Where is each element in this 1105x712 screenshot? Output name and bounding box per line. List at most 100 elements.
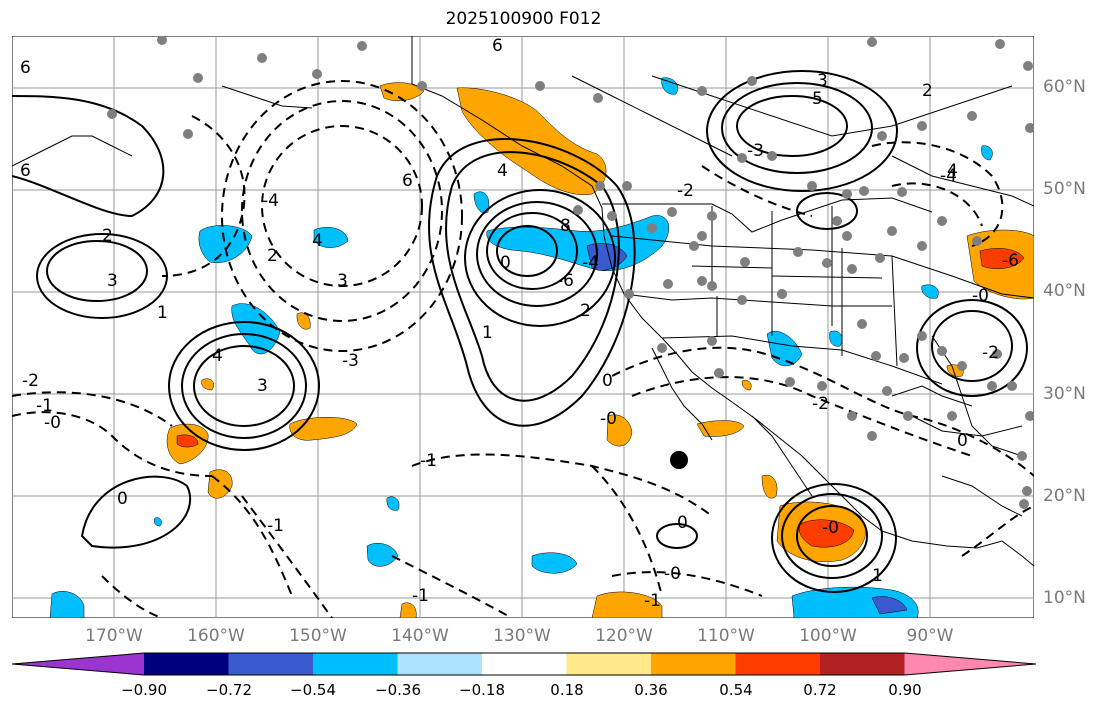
- station-dot: [257, 53, 267, 63]
- station-dot: [992, 349, 1002, 359]
- station-dot: [647, 223, 657, 233]
- station-dot: [740, 257, 750, 267]
- station-dot: [871, 351, 881, 361]
- contour-label: 4: [312, 231, 323, 251]
- lat-label: 20°N: [1043, 486, 1086, 506]
- station-dot: [897, 187, 907, 197]
- contour-label: 1: [482, 323, 493, 343]
- colorbar-tick-label: 0.36: [634, 681, 668, 699]
- colorbar-tick-label: −0.18: [459, 681, 505, 699]
- contour-label: 0: [677, 513, 688, 533]
- station-dot: [689, 241, 699, 251]
- colorbar-outline: [11, 652, 1037, 676]
- contour-label: 1: [157, 303, 168, 323]
- station-dot: [842, 231, 852, 241]
- colorbar-tick-label: −0.54: [290, 681, 336, 699]
- colorbar-segment: [313, 653, 398, 675]
- station-dot: [573, 205, 583, 215]
- lon-label: 160°W: [187, 626, 245, 646]
- station-dot: [737, 153, 747, 163]
- lat-label: 50°N: [1043, 179, 1086, 199]
- station-dot: [1025, 411, 1034, 421]
- station-dot: [714, 368, 724, 378]
- station-dot: [857, 319, 867, 329]
- colorbar-tick-label: 0.54: [719, 681, 753, 699]
- station-dot: [667, 207, 677, 217]
- map-panel: 6 6 6 6 3 3 3 3 4 4 4 4 2 2 2 2 1 1 1 0 …: [12, 36, 1034, 618]
- contour-label: -1: [36, 396, 53, 416]
- station-dot: [847, 411, 857, 421]
- colorbar-tick-label: 0.18: [550, 681, 584, 699]
- colorbar-segment: [228, 653, 314, 675]
- station-dot: [663, 279, 673, 289]
- contour-label: -1: [267, 516, 284, 536]
- contour-label: -0: [44, 413, 61, 433]
- contour-label: -4: [582, 253, 599, 273]
- contour-label: -0: [600, 409, 617, 429]
- station-dot: [767, 151, 777, 161]
- lon-label: 150°W: [289, 626, 347, 646]
- colorbar-tick-label: −0.90: [121, 681, 167, 699]
- station-dot: [1022, 486, 1032, 496]
- station-dot: [535, 81, 545, 91]
- contour-label: 2: [267, 246, 278, 266]
- lon-label: 120°W: [595, 626, 653, 646]
- contour-label: 2: [102, 226, 113, 246]
- contour-label: 0: [117, 489, 128, 509]
- station-markers: [107, 36, 1034, 509]
- station-dot: [607, 211, 617, 221]
- station-dot: [842, 189, 852, 199]
- station-dot: [882, 386, 892, 396]
- contour-label: 6: [402, 171, 413, 191]
- analysis-point-marker: [670, 451, 688, 469]
- colorbar-segment: [482, 653, 567, 675]
- station-dot: [747, 76, 757, 86]
- contour-label: 6: [20, 58, 31, 78]
- contour-label: -6: [557, 271, 574, 291]
- station-dot: [822, 258, 832, 268]
- lon-label: 90°W: [906, 626, 954, 646]
- station-dot: [832, 216, 842, 226]
- contour-label: 1: [872, 566, 883, 586]
- colorbar-segment: [144, 653, 229, 675]
- station-dot: [1025, 123, 1034, 133]
- colorbar-segment: [735, 653, 821, 675]
- colorbar-segment: [820, 653, 905, 675]
- contour-label: 8: [560, 216, 571, 236]
- contour-label: 0: [500, 253, 511, 273]
- contour-label: -0: [664, 564, 681, 584]
- contour-label: -2: [677, 181, 694, 201]
- contour-label: -2: [982, 343, 999, 363]
- station-dot: [899, 353, 909, 363]
- contour-label: 6: [492, 36, 503, 56]
- contour-label: -3: [747, 141, 764, 161]
- colorbar: [11, 652, 1037, 676]
- station-dot: [593, 93, 603, 103]
- colorbar-segment: [566, 653, 652, 675]
- station-dot: [1007, 381, 1017, 391]
- colorbar-segment: [651, 653, 736, 675]
- station-dot: [697, 276, 707, 286]
- contour-label: -1: [644, 591, 661, 611]
- chart-title: 2025100900 F012: [445, 9, 602, 29]
- contour-label: -2: [22, 371, 39, 391]
- contour-label: 0: [602, 371, 613, 391]
- station-dot: [859, 186, 869, 196]
- station-dot: [807, 181, 817, 191]
- station-dot: [867, 37, 877, 47]
- station-dot: [987, 381, 997, 391]
- contour-labels: 6 6 6 6 3 3 3 3 4 4 4 4 2 2 2 2 1 1 1 0 …: [20, 36, 1019, 611]
- contour-label: 4: [947, 161, 958, 181]
- station-dot: [917, 241, 927, 251]
- station-dot: [847, 264, 857, 274]
- station-dot: [817, 381, 827, 391]
- station-dot: [697, 86, 707, 96]
- station-dot: [107, 109, 117, 119]
- station-dot: [917, 331, 927, 341]
- contour-label: -2: [812, 394, 829, 414]
- contour-label: -1: [420, 451, 437, 471]
- station-dot: [937, 346, 947, 356]
- contour-label: 0: [957, 431, 968, 451]
- contour-label: -4: [940, 166, 957, 186]
- contour-label: 3: [107, 271, 118, 291]
